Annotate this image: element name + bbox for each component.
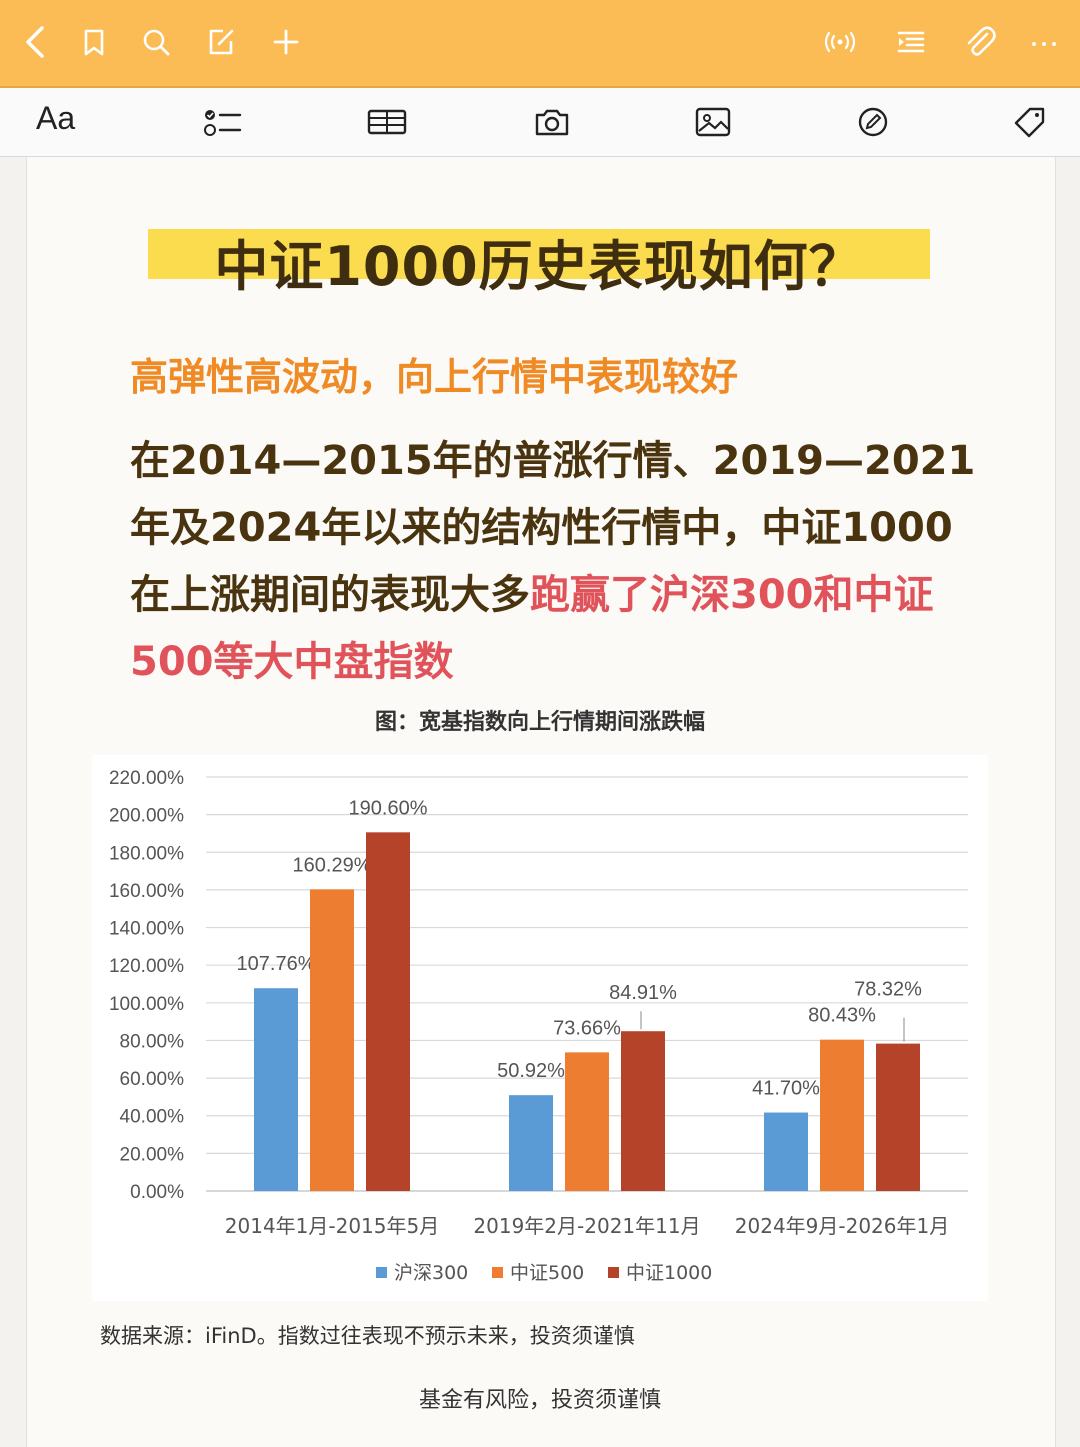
- bar: [876, 1043, 920, 1191]
- y-tick-label: 80.00%: [120, 1031, 185, 1052]
- back-icon[interactable]: [16, 22, 56, 62]
- outline-icon[interactable]: [891, 22, 931, 62]
- y-tick-label: 120.00%: [109, 956, 184, 977]
- y-tick-label: 20.00%: [120, 1144, 185, 1165]
- checklist-icon[interactable]: [200, 102, 244, 142]
- y-tick-label: 140.00%: [109, 919, 184, 940]
- tag-icon[interactable]: [1008, 102, 1052, 142]
- figure-caption: 图：宽基指数向上行情期间涨跌幅: [374, 710, 705, 735]
- legend-swatch: [376, 1267, 387, 1278]
- add-icon[interactable]: [266, 22, 306, 62]
- y-tick-label: 220.00%: [109, 768, 184, 789]
- format-toolbar: [0, 88, 1080, 157]
- y-tick-label: 0.00%: [130, 1182, 184, 1203]
- data-label: 190.60%: [349, 797, 428, 819]
- note-subtitle: 高弹性高波动，向上行情中表现较好: [130, 355, 739, 399]
- bookmark-icon[interactable]: [74, 22, 114, 62]
- draw-icon[interactable]: [851, 102, 895, 142]
- x-tick-label: 2024年9月-2026年1月: [735, 1214, 949, 1238]
- legend-label: 中证1000: [626, 1262, 712, 1284]
- bar-chart-svg: 0.00% 20.00% 40.00% 60.00% 80.00% 100.00% 120.…: [109, 768, 968, 1284]
- data-label: 73.66%: [553, 1017, 621, 1039]
- bar: [820, 1039, 864, 1191]
- y-tick-label: 40.00%: [120, 1107, 185, 1128]
- more-icon[interactable]: [1024, 22, 1064, 62]
- bar: [254, 988, 298, 1191]
- data-label: 80.43%: [808, 1005, 876, 1027]
- x-tick-label: 2019年2月-2021年11月: [473, 1214, 700, 1238]
- y-tick-label: 180.00%: [109, 843, 184, 864]
- y-tick-label: 200.00%: [109, 806, 184, 827]
- body-text-normal: 在2014—2015年的普涨行情、2019—2021年及2024年以来的结构性行…: [130, 438, 976, 618]
- data-label: 50.92%: [497, 1060, 565, 1082]
- data-label: 78.32%: [854, 979, 922, 1001]
- y-tick-label: 60.00%: [120, 1069, 185, 1090]
- risk-footer: 基金有风险，投资须谨慎: [418, 1388, 661, 1413]
- camera-icon[interactable]: [530, 102, 574, 142]
- title-highlight: [148, 229, 930, 279]
- bar: [565, 1052, 609, 1191]
- data-label: 107.76%: [237, 953, 316, 975]
- legend-label: 沪深300: [394, 1262, 468, 1284]
- note-body: 在2014—2015年的普涨行情、2019—2021年及2024年以来的结构性行…: [130, 428, 980, 696]
- x-tick-label: 2014年1月-2015年5月: [225, 1214, 439, 1238]
- legend-label: 中证500: [510, 1262, 584, 1284]
- broadcast-icon[interactable]: [820, 22, 860, 62]
- table-icon[interactable]: [365, 102, 409, 142]
- bar: [764, 1112, 808, 1191]
- text-style-button[interactable]: Aa: [36, 100, 76, 136]
- search-icon[interactable]: [136, 22, 176, 62]
- top-app-bar: [0, 0, 1080, 88]
- body-text-highlight: 跑赢了沪深300和中证500等大中盘指数: [130, 572, 934, 685]
- data-label: 41.70%: [752, 1078, 820, 1100]
- source-note: 数据来源：iFinD。指数过往表现不预示未来，投资须谨慎: [100, 1324, 635, 1348]
- bar: [621, 1031, 665, 1191]
- edit-icon[interactable]: [201, 22, 241, 62]
- legend-swatch: [608, 1267, 619, 1278]
- legend-swatch: [492, 1267, 503, 1278]
- y-tick-label: 160.00%: [109, 881, 184, 902]
- data-label: 84.91%: [609, 982, 677, 1004]
- bar-chart: 0.00% 20.00% 40.00% 60.00% 80.00% 100.00% 120.…: [92, 755, 988, 1301]
- note-title: 中证1000历史表现如何？: [214, 235, 864, 298]
- attach-icon[interactable]: [959, 22, 999, 62]
- image-icon[interactable]: [691, 102, 735, 142]
- y-tick-label: 100.00%: [109, 994, 184, 1015]
- bar: [366, 832, 410, 1191]
- data-label: 160.29%: [293, 854, 372, 876]
- bar: [509, 1095, 553, 1191]
- bar: [310, 889, 354, 1191]
